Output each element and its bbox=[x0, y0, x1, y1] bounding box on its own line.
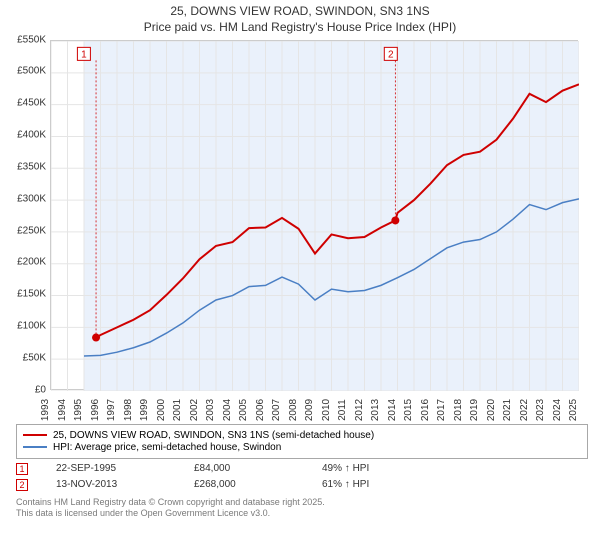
y-axis-label: £100K bbox=[8, 320, 46, 331]
transaction-date: 22-SEP-1995 bbox=[56, 463, 166, 474]
legend-label: 25, DOWNS VIEW ROAD, SWINDON, SN3 1NS (s… bbox=[53, 430, 374, 441]
y-axis-label: £450K bbox=[8, 98, 46, 109]
y-axis-label: £500K bbox=[8, 66, 46, 77]
transaction-date: 13-NOV-2013 bbox=[56, 479, 166, 490]
x-axis-label: 2025 bbox=[568, 395, 588, 425]
svg-text:1: 1 bbox=[81, 49, 87, 60]
plot-region: 12 bbox=[50, 40, 578, 390]
transaction-row: 2 13-NOV-2013 £268,000 61% ↑ HPI bbox=[16, 479, 592, 491]
y-axis-label: £150K bbox=[8, 289, 46, 300]
y-axis-label: £300K bbox=[8, 193, 46, 204]
chart-title-line2: Price paid vs. HM Land Registry's House … bbox=[4, 20, 596, 34]
transaction-row: 1 22-SEP-1995 £84,000 49% ↑ HPI bbox=[16, 463, 592, 475]
y-axis-label: £200K bbox=[8, 257, 46, 268]
transaction-pct: 61% ↑ HPI bbox=[322, 479, 369, 490]
chart-area: £0 £50K £100K £150K £200K £250K £300K £350K £400… bbox=[8, 40, 588, 420]
legend-item: HPI: Average price, semi-detached house,… bbox=[23, 442, 581, 453]
y-axis-label: £50K bbox=[8, 352, 46, 363]
y-axis-label: £0 bbox=[8, 384, 46, 395]
legend: 25, DOWNS VIEW ROAD, SWINDON, SN3 1NS (s… bbox=[16, 424, 588, 459]
legend-label: HPI: Average price, semi-detached house,… bbox=[53, 442, 281, 453]
transaction-marker: 2 bbox=[16, 479, 28, 491]
legend-item: 25, DOWNS VIEW ROAD, SWINDON, SN3 1NS (s… bbox=[23, 430, 581, 441]
legend-swatch bbox=[23, 446, 47, 448]
y-axis-label: £350K bbox=[8, 161, 46, 172]
footer-attribution: Contains HM Land Registry data © Crown c… bbox=[16, 497, 592, 520]
transaction-price: £268,000 bbox=[194, 479, 294, 490]
y-axis-label: £550K bbox=[8, 34, 46, 45]
transaction-marker: 1 bbox=[16, 463, 28, 475]
y-axis-label: £400K bbox=[8, 130, 46, 141]
transaction-price: £84,000 bbox=[194, 463, 294, 474]
svg-text:2: 2 bbox=[388, 49, 394, 60]
footer-line2: This data is licensed under the Open Gov… bbox=[16, 508, 592, 520]
chart-title-line1: 25, DOWNS VIEW ROAD, SWINDON, SN3 1NS bbox=[4, 4, 596, 20]
transaction-pct: 49% ↑ HPI bbox=[322, 463, 369, 474]
y-axis-label: £250K bbox=[8, 225, 46, 236]
legend-swatch bbox=[23, 434, 47, 436]
footer-line1: Contains HM Land Registry data © Crown c… bbox=[16, 497, 592, 509]
